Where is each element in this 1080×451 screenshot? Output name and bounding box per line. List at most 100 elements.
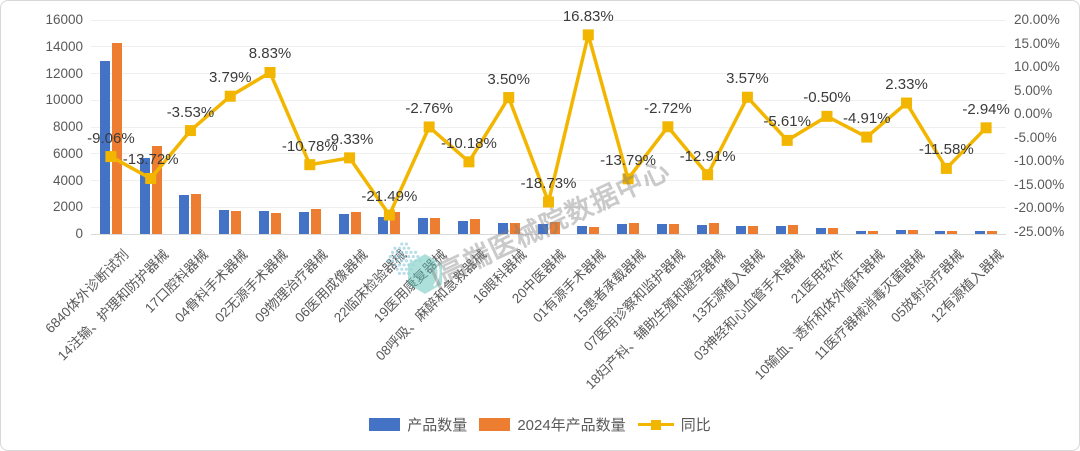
bar-2024年产品数量 [867,230,878,234]
watermark-hexagon [408,254,442,294]
watermark-dot [397,255,402,259]
watermark-dot [395,267,399,271]
primary-y-tick: 14000 [45,38,83,54]
watermark-dot [407,246,411,250]
yoy-marker [702,169,714,181]
bar-2024年产品数量 [430,217,441,234]
watermark-dot [409,267,413,271]
yoy-data-label: -13.79% [600,151,656,169]
bar-2024年产品数量 [827,228,838,234]
bar-产品数量 [378,216,389,234]
watermark-dot [409,250,413,254]
bar-产品数量 [179,195,190,234]
yoy-data-label: 3.79% [208,69,252,87]
bar-产品数量 [497,223,508,234]
legend-swatch-icon [479,417,511,431]
watermark-dot [393,246,397,250]
watermark-dot [393,255,397,259]
bar-产品数量 [99,60,110,234]
bar-2024年产品数量 [310,209,321,234]
secondary-y-tick: 15.00% [1014,35,1060,51]
yoy-data-label: -9.06% [87,129,135,147]
secondary-y-tick: -10.00% [1014,153,1065,168]
bar-产品数量 [457,220,468,234]
watermark-dot [400,250,404,254]
bar-产品数量 [895,230,906,234]
bar-2024年产品数量 [629,222,640,234]
bar-产品数量 [139,157,150,234]
bar-产品数量 [338,213,349,234]
watermark-dot [395,250,399,254]
gridline [91,20,1006,21]
secondary-y-tick: 5.00% [1014,82,1053,98]
bar-2024年产品数量 [947,230,958,234]
bar-产品数量 [935,231,946,234]
watermark-dot [409,259,413,263]
yoy-data-label: -10.78% [281,137,338,155]
yoy-marker [344,152,356,164]
primary-y-tick: 0 [75,226,83,241]
yoy-data-label: -3.53% [166,103,215,121]
watermark-dot [414,259,418,263]
bar-2024年产品数量 [788,225,799,234]
legend-label: 产品数量 [407,416,468,434]
bar-产品数量 [617,224,628,234]
yoy-data-label: 8.83% [248,45,292,63]
watermark-dot [416,255,420,259]
yoy-marker [582,29,594,41]
watermark-dot [400,267,404,271]
watermark-dot [404,242,408,246]
watermark-dot [402,255,406,259]
primary-y-tick: 4000 [52,172,83,188]
watermark-dot [407,271,411,275]
bar-2024年产品数量 [549,222,560,234]
gridline [91,100,1006,101]
bar-2024年产品数量 [987,231,998,234]
bar-产品数量 [298,211,309,234]
yoy-marker [861,131,873,143]
yoy-data-label: 3.57% [726,70,769,88]
bar-产品数量 [855,230,866,234]
bar-产品数量 [696,224,707,234]
yoy-marker [304,159,316,171]
watermark-swoosh [433,261,440,287]
yoy-data-label: -12.91% [679,147,736,165]
yoy-data-label: -11.58% [918,141,974,159]
watermark-dot [414,250,418,254]
bar-产品数量 [418,218,429,234]
primary-y-tick: 12000 [45,65,83,81]
bar-产品数量 [815,228,826,234]
x-axis-line [91,234,1006,235]
legend-item-2024年产品数量: 2024年产品数量 [479,414,626,435]
watermark-dot [391,259,395,263]
secondary-y-tick: -15.00% [1014,176,1065,192]
yoy-marker [463,156,475,168]
yoy-data-label: -5.61% [763,113,811,131]
watermark-dot [404,259,408,263]
watermark-dot [418,259,422,263]
watermark-dot [393,263,397,267]
secondary-y-tick: 0.00% [1014,106,1053,121]
yoy-marker [741,91,753,103]
legend-item-产品数量: 产品数量 [369,414,467,435]
bar-产品数量 [975,231,986,234]
watermark-dot [395,259,399,263]
watermark-dot [400,259,404,263]
legend-line-square [650,419,661,430]
watermark-dot [407,263,411,267]
bar-产品数量 [219,209,230,234]
watermark-dot [411,263,415,267]
secondary-y-tick: -20.00% [1014,200,1065,215]
yoy-data-label: -9.33% [325,130,374,148]
yoy-marker [503,92,515,104]
bar-2024年产品数量 [191,193,202,234]
yoy-data-label: -21.49% [361,188,418,205]
primary-y-tick: 2000 [52,199,83,215]
bar-产品数量 [577,225,588,234]
bar-2024年产品数量 [469,219,480,234]
watermark-dot [397,263,402,267]
bar-2024年产品数量 [231,210,242,234]
watermark-dot [407,255,411,259]
yoy-marker [821,110,833,122]
yoy-data-label: -2.94% [962,100,1010,118]
